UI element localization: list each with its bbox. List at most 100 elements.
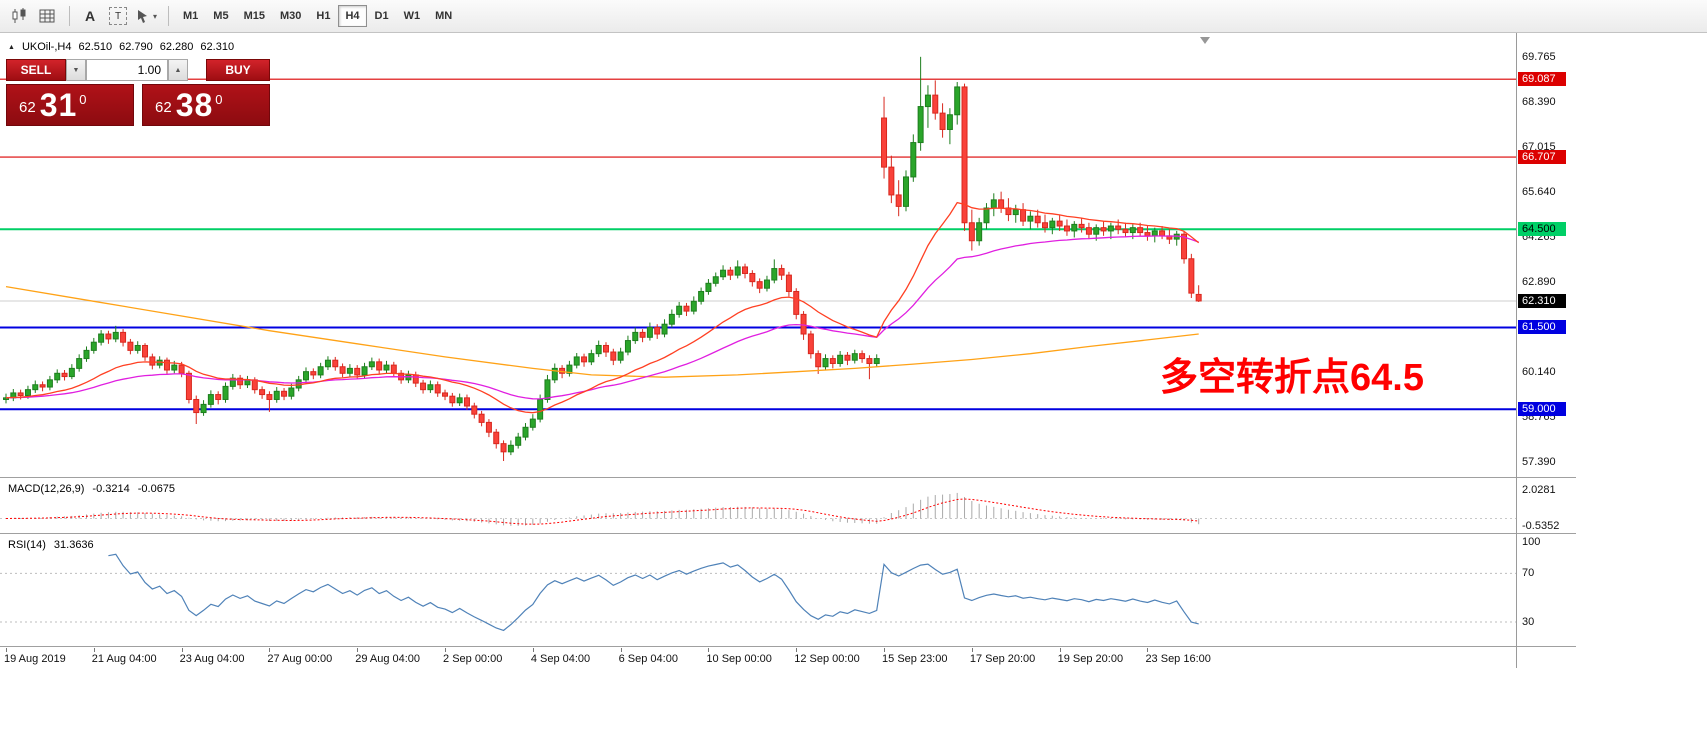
time-axis-label: 21 Aug 04:00 <box>91 653 157 665</box>
time-axis-tick <box>445 648 447 652</box>
time-axis-tick <box>357 648 359 652</box>
price-axis-tick: 69.765 <box>1522 50 1556 63</box>
rsi-axis-tick: 100 <box>1522 536 1541 548</box>
price-axis[interactable]: 69.76568.39067.01565.64064.26562.89061.5… <box>1517 0 1579 668</box>
timeframe-button-h1[interactable]: H1 <box>316 10 331 22</box>
time-axis-label: 27 Aug 00:00 <box>267 653 333 665</box>
price-axis-tick: 60.140 <box>1522 365 1556 378</box>
fast-ma-red <box>5 201 1200 414</box>
time-axis-label: 23 Aug 04:00 <box>179 653 245 665</box>
sell-price-superscript: 0 <box>79 92 87 107</box>
time-axis-label: 4 Sep 04:00 <box>530 653 591 665</box>
time-axis-label: 19 Sep 20:00 <box>1057 653 1124 665</box>
macd-axis-tick: -0.5352 <box>1522 519 1560 532</box>
time-axis-tick <box>93 648 95 652</box>
rsi-panel[interactable] <box>0 535 1516 646</box>
chart-shift-marker[interactable] <box>1200 37 1210 44</box>
dropdown-caret-icon: ▾ <box>152 11 157 21</box>
cursor-tools-icon[interactable]: ▾ <box>133 4 159 28</box>
time-axis[interactable]: 19 Aug 2019 21 Aug 04:00 23 Aug 04:00 27 Au… <box>0 648 1576 668</box>
timeframe-button-w1[interactable]: W1 <box>403 10 421 22</box>
candlestick-chart-canvas[interactable] <box>0 33 1516 477</box>
toolbar: A T ▾ M1 M5 M15 M30 H1 H4 D1 W1 MN <box>0 0 1707 33</box>
price-axis-tick: 57.390 <box>1522 455 1556 468</box>
grid-icon[interactable] <box>34 4 60 28</box>
volume-input[interactable] <box>86 59 168 81</box>
price-level-label: 64.500 <box>1518 222 1566 237</box>
panel-separator[interactable] <box>0 477 1576 478</box>
sell-button[interactable]: SELL <box>6 59 66 81</box>
price-level-label: 61.500 <box>1518 320 1566 335</box>
price-axis-tick: 65.640 <box>1522 185 1556 198</box>
timeframe-button-m15[interactable]: M15 <box>243 10 265 22</box>
time-axis-tick <box>181 648 183 652</box>
time-axis-label: 6 Sep 04:00 <box>618 653 678 665</box>
time-axis-tick <box>1059 648 1061 652</box>
volume-dropdown-button[interactable]: ▼ <box>66 59 86 81</box>
time-axis-label: 15 Sep 23:00 <box>882 653 948 665</box>
time-axis-tick <box>620 648 622 652</box>
timeframe-button-mn[interactable]: MN <box>435 10 453 22</box>
current-price-label: 62.310 <box>1518 293 1566 308</box>
macd-canvas[interactable] <box>0 479 1516 533</box>
timeframe-button-m5[interactable]: M5 <box>213 10 229 22</box>
main-chart-panel[interactable] <box>0 33 1516 477</box>
sell-price-box[interactable]: 62 31 0 <box>6 84 134 126</box>
text-box-icon[interactable]: T <box>105 4 131 28</box>
time-axis-label: 10 Sep 00:00 <box>706 653 772 665</box>
time-axis-tick <box>796 648 798 652</box>
symbol-marker-icon: ▲ <box>8 43 15 51</box>
text-annotation-glyph: A <box>84 8 96 24</box>
buy-price-box[interactable]: 62 38 0 <box>142 84 270 126</box>
buy-price-prefix: 62 <box>155 99 172 116</box>
time-axis-tick <box>971 648 973 652</box>
time-axis-tick <box>1147 648 1149 652</box>
buy-price-big-digits: 38 <box>175 87 214 123</box>
timeframe-button-h4[interactable]: H4 <box>338 5 367 27</box>
macd-main-value: -0.3214 <box>92 483 130 495</box>
time-axis-label: 12 Sep 00:00 <box>794 653 860 665</box>
one-click-trading-panel: SELL ▼ ▲ BUY 62 31 0 62 38 0 <box>6 59 270 126</box>
ohlc-low: 62.280 <box>159 41 194 53</box>
chart-annotation-text: 多空转折点64.5 <box>1160 357 1424 399</box>
toolbar-separator <box>69 6 70 26</box>
timeframe-button-m1[interactable]: M1 <box>183 10 199 22</box>
macd-panel[interactable] <box>0 479 1516 533</box>
cursor-arrow-icon <box>137 10 147 23</box>
time-axis-tick <box>532 648 534 652</box>
buy-price-superscript: 0 <box>215 92 223 107</box>
price-level-label: 59.000 <box>1518 402 1566 417</box>
rsi-axis-tick: 30 <box>1522 616 1535 628</box>
price-axis-tick: 62.890 <box>1522 275 1556 288</box>
rsi-axis-tick: 70 <box>1522 567 1535 580</box>
time-axis-label: 29 Aug 04:00 <box>355 653 421 665</box>
rsi-canvas[interactable] <box>0 535 1516 646</box>
timeframe-button-d1[interactable]: D1 <box>374 10 389 22</box>
medium-ma-magenta <box>5 235 1199 400</box>
timeframe-toolbar: M1 M5 M15 M30 H1 H4 D1 W1 MN <box>176 5 460 27</box>
time-axis-tick <box>884 648 886 652</box>
sell-price-big-digits: 31 <box>39 87 78 123</box>
macd-indicator-label: MACD(12,26,9) -0.3214 -0.0675 <box>8 483 175 495</box>
ohlc-close: 62.310 <box>200 41 235 53</box>
chart-type-icon[interactable] <box>6 4 32 28</box>
time-axis-label: 17 Sep 20:00 <box>969 653 1036 665</box>
panel-separator[interactable] <box>0 646 1576 647</box>
time-axis-tick <box>269 648 271 652</box>
chart-symbol-header: ▲ UKOil-,H4 62.510 62.790 62.280 62.310 <box>8 41 234 53</box>
volume-increase-button[interactable]: ▲ <box>168 59 188 81</box>
text-box-glyph: T <box>109 7 127 25</box>
time-axis-label: 2 Sep 00:00 <box>443 653 503 665</box>
price-level-label: 69.087 <box>1518 72 1566 87</box>
text-annotation-icon[interactable]: A <box>77 4 103 28</box>
buy-button[interactable]: BUY <box>206 59 270 81</box>
price-level-label: 66.707 <box>1518 150 1566 165</box>
slow-ma-orange <box>5 285 1199 378</box>
toolbar-separator <box>168 6 169 26</box>
time-axis-tick <box>6 648 7 652</box>
panel-separator[interactable] <box>0 533 1576 534</box>
time-axis-label: 19 Aug 2019 <box>4 653 66 665</box>
macd-signal-value: -0.0675 <box>137 483 176 495</box>
timeframe-button-m30[interactable]: M30 <box>279 10 302 22</box>
